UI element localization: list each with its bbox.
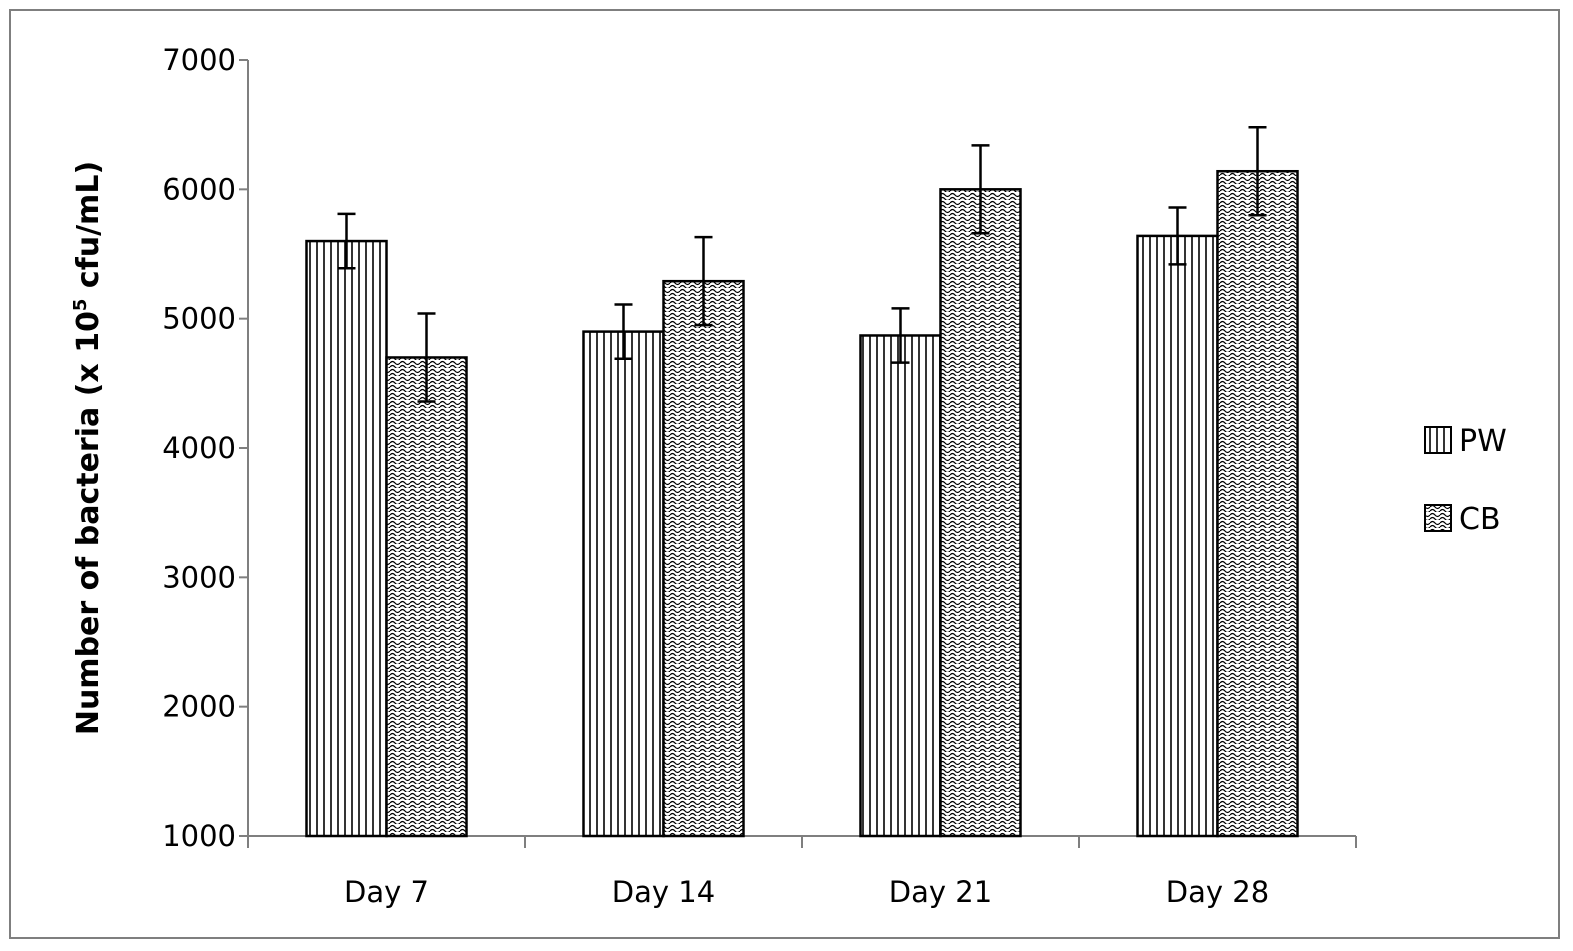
legend-label: CB	[1459, 502, 1501, 537]
y-tick-label: 4000	[162, 431, 236, 465]
bar	[1136, 234, 1219, 838]
chart-frame	[9, 9, 1560, 939]
y-axis-label-main: Number of bacteria (x 10	[71, 311, 106, 735]
bars	[305, 126, 1299, 838]
x-tick-label: Day 14	[612, 875, 715, 909]
y-axis: 1000 2000 3000 4000 5000 6000 7000	[162, 43, 249, 853]
legend-label: PW	[1459, 424, 1507, 459]
x-tick-label: Day 28	[1166, 875, 1269, 909]
legend: PW CB	[1424, 424, 1507, 537]
x-axis: Day 7 Day 14 Day 21 Day 28	[247, 835, 1357, 909]
y-tick-label: 3000	[162, 560, 236, 594]
bar	[939, 188, 1022, 838]
y-tick-label: 2000	[162, 690, 236, 724]
y-axis-label-superscript: 5	[70, 299, 91, 312]
legend-swatch-cb	[1424, 504, 1452, 532]
bar	[662, 279, 745, 838]
bar	[582, 330, 665, 838]
y-tick-label: 7000	[162, 43, 236, 77]
y-axis-label-tail: cfu/mL)	[71, 161, 106, 299]
bar	[1216, 169, 1299, 838]
y-axis-label: Number of bacteria (x 105 cfu/mL)	[70, 161, 106, 735]
x-tick-label: Day 21	[889, 875, 992, 909]
y-tick-label: 1000	[162, 819, 236, 853]
bar	[305, 239, 388, 838]
legend-swatch-pw	[1424, 426, 1452, 454]
y-tick-label: 6000	[162, 172, 236, 206]
bar	[859, 334, 942, 838]
y-tick-label: 5000	[162, 302, 236, 336]
bar	[385, 356, 468, 838]
x-tick-label: Day 7	[344, 875, 429, 909]
